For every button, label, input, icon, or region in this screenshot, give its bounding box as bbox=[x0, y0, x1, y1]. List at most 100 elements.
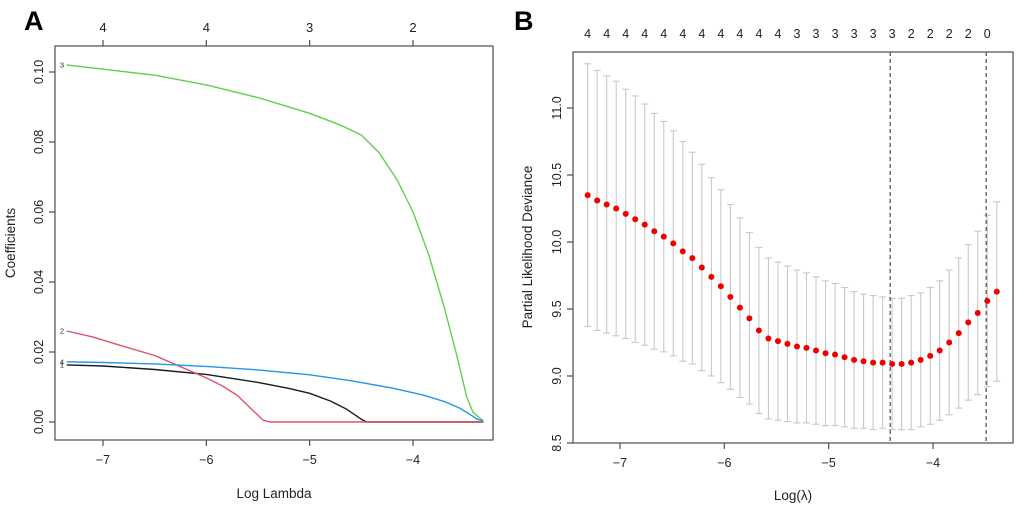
cv-point bbox=[755, 327, 762, 334]
y-tick-label: 8.5 bbox=[550, 434, 564, 451]
cv-point bbox=[746, 315, 753, 322]
y-tick-label: 0.06 bbox=[32, 200, 46, 224]
y-tick-label: 9.5 bbox=[550, 300, 564, 317]
cv-point bbox=[832, 351, 839, 358]
curve-label-4: 4 bbox=[60, 357, 64, 366]
cv-point bbox=[594, 197, 601, 204]
cv-point bbox=[793, 343, 800, 350]
top-axis-count-label: 4 bbox=[660, 27, 667, 41]
coefficient-path-2 bbox=[66, 330, 484, 423]
top-axis-count-label: 4 bbox=[755, 27, 762, 41]
cv-point bbox=[622, 210, 629, 217]
cv-point bbox=[660, 233, 667, 240]
cv-point bbox=[736, 304, 743, 311]
top-axis-count-label: 4 bbox=[698, 27, 705, 41]
y-axis: 0.00 0.02 0.04 0.06 0.08 0.10 bbox=[32, 60, 55, 434]
top-axis-count-label: 3 bbox=[813, 27, 820, 41]
y-tick-label: 10.5 bbox=[550, 163, 564, 187]
cv-point bbox=[898, 360, 905, 367]
cv-point bbox=[803, 344, 810, 351]
cv-point bbox=[879, 359, 886, 366]
cv-point bbox=[613, 205, 620, 212]
panel-b-plot: −7 −6 −5 −48.59.09.510.010.511.04 4 4 4 4 4 4 4 4 4 4… bbox=[550, 27, 1014, 470]
top-axis-count-label: 3 bbox=[889, 27, 896, 41]
top-axis-count-label: 4 bbox=[203, 20, 210, 35]
top-axis-count-label: 4 bbox=[99, 20, 106, 35]
cv-point bbox=[822, 350, 829, 357]
cv-point bbox=[927, 352, 934, 359]
coefficient-path-4 bbox=[66, 361, 484, 422]
cv-point bbox=[889, 360, 896, 367]
top-axis-count-label: 2 bbox=[965, 27, 972, 41]
y-tick-label: 0.04 bbox=[32, 270, 46, 294]
cv-point bbox=[860, 358, 867, 365]
top-axis-count-label: 4 bbox=[736, 27, 743, 41]
top-axis-count-label: 4 bbox=[584, 27, 591, 41]
cv-point bbox=[641, 221, 648, 228]
y-tick-label: 0.00 bbox=[32, 410, 46, 434]
top-axis-count-label: 0 bbox=[984, 27, 991, 41]
cv-point bbox=[965, 319, 972, 326]
cv-point bbox=[765, 335, 772, 342]
cv-point bbox=[698, 264, 705, 271]
top-axis-count-label: 4 bbox=[641, 27, 648, 41]
cv-points bbox=[584, 192, 1000, 367]
cv-point bbox=[632, 216, 639, 223]
top-axis-count-label: 2 bbox=[409, 20, 416, 35]
x-tick-label: −5 bbox=[303, 453, 317, 467]
cv-point bbox=[993, 288, 1000, 295]
top-axis-count-label: 4 bbox=[774, 27, 781, 41]
top-axis-count-label: 2 bbox=[927, 27, 934, 41]
cv-point bbox=[946, 339, 953, 346]
cv-point bbox=[974, 310, 981, 317]
top-axis-count-label: 2 bbox=[908, 27, 915, 41]
top-axis: 4 4 3 2 bbox=[99, 20, 417, 46]
top-axis-count-label: 3 bbox=[870, 27, 877, 41]
cv-point bbox=[717, 283, 724, 290]
x-tick-label: −6 bbox=[717, 456, 731, 470]
error-bars bbox=[584, 63, 1001, 431]
top-axis-count-label: 4 bbox=[622, 27, 629, 41]
cv-point bbox=[908, 359, 915, 366]
panel-a-plot: −7 −6 −5 −4 0.00 0.02 0.04 0.06 0.08 0.10 4 4 3 2 1 2 3 4 bbox=[32, 20, 494, 467]
cv-point bbox=[670, 240, 677, 247]
panel-b-label: B bbox=[514, 6, 534, 36]
x-tick-label: −4 bbox=[406, 453, 420, 467]
cv-point bbox=[955, 330, 962, 337]
top-axis-count-label: 4 bbox=[679, 27, 686, 41]
x-axis: −7 −6 −5 −4 bbox=[96, 440, 420, 467]
cv-point bbox=[813, 347, 820, 354]
top-axis-count-label: 2 bbox=[946, 27, 953, 41]
cv-point bbox=[651, 228, 658, 235]
top-axis-count-label: 4 bbox=[603, 27, 610, 41]
coefficient-path-3 bbox=[66, 64, 484, 422]
top-axis-count-label: 3 bbox=[832, 27, 839, 41]
x-tick-label: −7 bbox=[96, 453, 110, 467]
cv-point bbox=[584, 192, 591, 199]
coefficient-path-1 bbox=[66, 364, 484, 423]
cv-point bbox=[679, 248, 686, 255]
curve-label-3: 3 bbox=[60, 61, 64, 70]
x-tick-label: −7 bbox=[613, 456, 627, 470]
cv-point bbox=[774, 338, 781, 345]
panel-a-yaxis-title: Coefficients bbox=[3, 208, 18, 279]
panel-a-label: A bbox=[24, 6, 44, 36]
panel-b-yaxis-title: Partial Likelihood Deviance bbox=[520, 166, 535, 329]
cv-point bbox=[851, 356, 858, 363]
panel-b-xaxis-title: Log(λ) bbox=[774, 488, 812, 503]
curve-label-2: 2 bbox=[60, 327, 64, 336]
y-tick-label: 11.0 bbox=[550, 96, 564, 119]
cv-point bbox=[841, 354, 848, 361]
plot-box bbox=[572, 51, 1014, 444]
y-axis: 8.5 9.0 9.5 10.0 10.5 11.0 bbox=[550, 96, 573, 452]
y-tick-label: 0.02 bbox=[32, 340, 46, 364]
cv-point bbox=[727, 293, 734, 300]
cv-point bbox=[708, 273, 715, 280]
top-axis-count-label: 3 bbox=[794, 27, 801, 41]
y-tick-label: 0.08 bbox=[32, 130, 46, 154]
panel-a-xaxis-title: Log Lambda bbox=[236, 486, 312, 501]
x-axis: −7 −6 −5 −4 bbox=[613, 443, 940, 470]
cv-point bbox=[603, 201, 610, 208]
